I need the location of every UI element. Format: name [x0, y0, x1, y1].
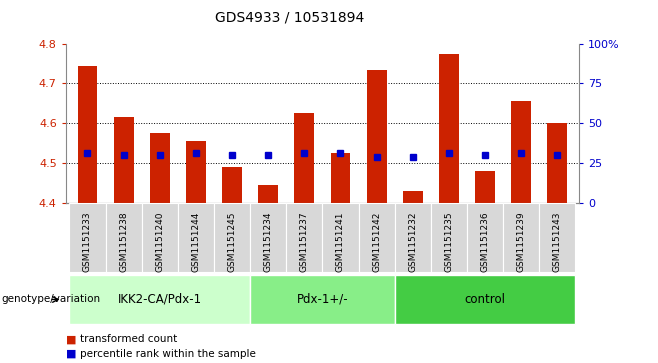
Bar: [367, 69, 387, 203]
Bar: [69, 203, 105, 272]
Text: GSM1151244: GSM1151244: [191, 212, 201, 272]
Text: GSM1151245: GSM1151245: [228, 212, 237, 272]
Text: percentile rank within the sample: percentile rank within the sample: [80, 349, 256, 359]
Bar: [258, 185, 278, 203]
Bar: [78, 65, 97, 203]
Text: control: control: [465, 293, 505, 306]
Bar: [359, 203, 395, 272]
Text: ■: ■: [66, 334, 76, 344]
Bar: [403, 191, 422, 203]
Bar: [395, 203, 431, 272]
Text: GSM1151232: GSM1151232: [408, 212, 417, 272]
Text: GSM1151233: GSM1151233: [83, 212, 92, 272]
Bar: [214, 203, 250, 272]
Bar: [178, 203, 214, 272]
Bar: [150, 133, 170, 203]
Bar: [186, 141, 206, 203]
Text: GSM1151234: GSM1151234: [264, 212, 272, 272]
Bar: [322, 203, 359, 272]
Bar: [439, 53, 459, 203]
Bar: [69, 275, 250, 324]
Text: GSM1151236: GSM1151236: [480, 212, 490, 272]
Bar: [294, 113, 315, 203]
Bar: [250, 203, 286, 272]
Text: GSM1151239: GSM1151239: [517, 212, 526, 272]
Bar: [503, 203, 540, 272]
Bar: [114, 117, 134, 203]
Text: GSM1151237: GSM1151237: [300, 212, 309, 272]
Bar: [330, 153, 351, 203]
Bar: [141, 203, 178, 272]
Text: GSM1151243: GSM1151243: [553, 212, 562, 272]
Bar: [286, 203, 322, 272]
Text: GSM1151235: GSM1151235: [444, 212, 453, 272]
Text: GSM1151238: GSM1151238: [119, 212, 128, 272]
Bar: [395, 275, 576, 324]
Bar: [467, 203, 503, 272]
Text: IKK2-CA/Pdx-1: IKK2-CA/Pdx-1: [118, 293, 202, 306]
Text: Pdx-1+/-: Pdx-1+/-: [297, 293, 348, 306]
Text: GSM1151241: GSM1151241: [336, 212, 345, 272]
Bar: [540, 203, 576, 272]
Text: transformed count: transformed count: [80, 334, 178, 344]
Text: GSM1151240: GSM1151240: [155, 212, 164, 272]
Bar: [511, 101, 531, 203]
Text: GDS4933 / 10531894: GDS4933 / 10531894: [215, 11, 364, 25]
Text: ■: ■: [66, 349, 76, 359]
Bar: [547, 123, 567, 203]
Bar: [105, 203, 141, 272]
Bar: [250, 275, 395, 324]
Bar: [222, 167, 242, 203]
Bar: [475, 171, 495, 203]
Text: genotype/variation: genotype/variation: [1, 294, 101, 305]
Text: GSM1151242: GSM1151242: [372, 212, 381, 272]
Bar: [431, 203, 467, 272]
